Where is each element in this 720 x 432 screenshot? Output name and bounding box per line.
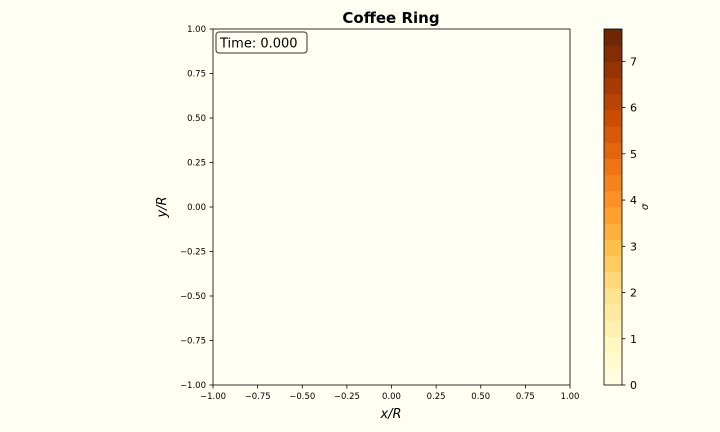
colorbar-band: [604, 304, 622, 321]
y-tick-label: −0.50: [180, 292, 206, 302]
y-tick-label: 0.75: [187, 70, 206, 80]
colorbar-tick-label: 0: [630, 379, 637, 392]
colorbar-tick-label: 3: [630, 240, 637, 253]
time-annotation-text: Time: 0.000: [219, 37, 298, 52]
colorbar-band: [604, 174, 622, 192]
colorbar-band: [604, 336, 622, 354]
colorbar-band: [604, 320, 622, 337]
y-axis-label: y/R: [155, 196, 170, 218]
x-tick-label: 1.00: [561, 392, 580, 402]
colorbar-tick-label: 7: [630, 55, 637, 68]
x-tick-label: 0.75: [516, 392, 535, 402]
y-tick-label: −0.75: [180, 337, 206, 347]
colorbar-band: [604, 239, 622, 257]
colorbar-band: [604, 255, 622, 273]
colorbar-tick-label: 6: [630, 102, 637, 115]
colorbar-tick-label: 2: [630, 287, 637, 300]
colorbar-band: [604, 223, 622, 240]
colorbar-band: [604, 352, 622, 370]
colorbar-ticks: 0 1 2 3 4 5 6 7: [622, 55, 637, 392]
chart-title: Coffee Ring: [342, 9, 439, 27]
colorbar-band: [604, 61, 622, 79]
y-tick-label: 0.00: [187, 203, 206, 213]
colorbar-band: [604, 45, 622, 62]
x-tick-label: 0.00: [382, 392, 401, 402]
colorbar: 0 1 2 3 4 5 6 7 σ: [603, 28, 651, 392]
colorbar-label: σ: [640, 203, 651, 210]
colorbar-band: [604, 93, 622, 111]
plot-frame: [212, 28, 571, 386]
colorbar-frame: [603, 28, 623, 386]
colorbar-band: [604, 158, 622, 176]
colorbar-band: [604, 271, 622, 289]
x-tick-label: −0.50: [289, 392, 315, 402]
y-tick-label: 0.50: [187, 114, 206, 124]
x-tick-label: −0.75: [245, 392, 271, 402]
y-tick-label: 0.25: [187, 159, 206, 169]
y-tick-label: −0.25: [180, 248, 206, 258]
x-axis-label: x/R: [379, 407, 401, 422]
colorbar-band: [604, 142, 622, 159]
plot-area: [213, 29, 570, 385]
colorbar-band: [604, 190, 622, 208]
colorbar-band: [604, 126, 622, 143]
x-tick-label: 0.25: [427, 392, 446, 402]
x-tick-label: −1.00: [200, 392, 226, 402]
colorbar-bands: [604, 29, 622, 386]
colorbar-band: [604, 29, 622, 46]
time-annotation: Time: 0.000: [215, 31, 308, 54]
x-tick-label: 0.50: [471, 392, 490, 402]
y-axis: −1.00 −0.75 −0.50 −0.25 0.00 0.25 0.50 0.75 1.00: [180, 25, 213, 391]
y-tick-label: −1.00: [180, 381, 206, 391]
x-axis: −1.00 −0.75 −0.50 −0.25 0.00 0.25 0.50 0.75 1.00: [200, 385, 580, 402]
colorbar-band: [604, 207, 622, 224]
colorbar-tick-label: 1: [630, 333, 637, 346]
colorbar-tick-label: 4: [630, 194, 637, 207]
colorbar-band: [604, 368, 622, 386]
colorbar-band: [604, 287, 622, 305]
colorbar-band: [604, 109, 622, 127]
x-tick-label: −0.25: [334, 392, 360, 402]
y-tick-label: 1.00: [187, 25, 206, 35]
colorbar-tick-label: 5: [630, 148, 637, 161]
time-annotation-box: [215, 31, 308, 54]
colorbar-band: [604, 77, 622, 95]
